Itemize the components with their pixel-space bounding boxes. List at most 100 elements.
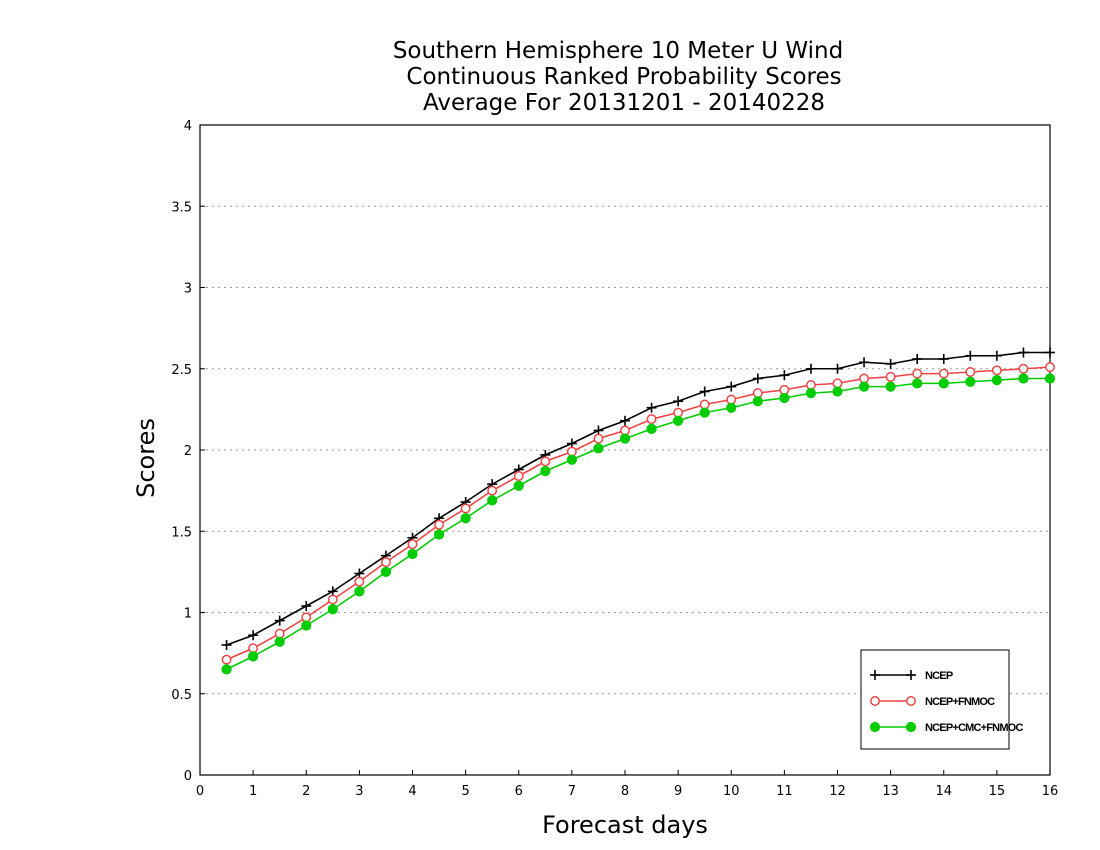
data-point bbox=[938, 354, 949, 364]
data-point bbox=[460, 503, 471, 514]
data-point bbox=[301, 620, 312, 631]
x-tick-label: 15 bbox=[989, 784, 1006, 799]
legend-entry: NCEP bbox=[870, 670, 954, 682]
data-point bbox=[407, 539, 418, 550]
data-point bbox=[248, 651, 259, 662]
data-point bbox=[673, 396, 684, 407]
x-tick-label: 5 bbox=[461, 784, 469, 799]
title-line-1: Southern Hemisphere 10 Meter U Wind bbox=[393, 38, 843, 64]
data-point bbox=[301, 612, 312, 623]
y-tick-label: 0.5 bbox=[171, 688, 192, 703]
x-axis-ticks: 0 1 2 3 4 5 6 7 8 9 10 11 12 13 14 15 16 bbox=[196, 770, 1058, 799]
data-point bbox=[619, 433, 631, 444]
data-point bbox=[354, 586, 365, 597]
data-point bbox=[380, 557, 391, 568]
data-point bbox=[327, 604, 338, 615]
data-point bbox=[885, 358, 896, 369]
data-point bbox=[726, 394, 737, 405]
data-point bbox=[513, 480, 524, 491]
data-point bbox=[380, 566, 392, 577]
data-point bbox=[699, 399, 710, 410]
data-point bbox=[327, 594, 338, 605]
legend-marker bbox=[906, 670, 916, 680]
data-point bbox=[779, 392, 790, 404]
data-point bbox=[752, 396, 763, 407]
data-point bbox=[832, 378, 843, 389]
series-layer bbox=[221, 347, 1056, 675]
data-point bbox=[487, 495, 498, 506]
chart-title: Southern Hemisphere 10 Meter U Wind Cont… bbox=[393, 38, 843, 116]
data-point bbox=[938, 378, 949, 389]
data-point bbox=[912, 354, 923, 364]
legend: NCEP NCEP+FNMOC NCEP+CMC+FNMOC bbox=[860, 649, 1024, 750]
x-tick-label: 7 bbox=[568, 784, 576, 799]
data-point bbox=[248, 630, 259, 641]
data-point bbox=[938, 368, 949, 379]
x-tick-label: 12 bbox=[829, 784, 846, 799]
x-tick-label: 11 bbox=[776, 784, 793, 799]
y-gridlines bbox=[200, 205, 1050, 695]
data-point bbox=[673, 407, 684, 418]
x-tick-label: 13 bbox=[882, 784, 899, 799]
data-point bbox=[991, 350, 1002, 361]
legend-marker bbox=[870, 670, 880, 680]
data-point bbox=[566, 446, 577, 457]
data-point bbox=[354, 576, 365, 587]
data-point bbox=[540, 456, 551, 467]
data-point bbox=[912, 378, 923, 389]
data-point bbox=[779, 370, 790, 381]
data-point bbox=[752, 373, 763, 384]
data-point bbox=[858, 381, 870, 392]
data-point bbox=[779, 384, 790, 395]
data-point bbox=[805, 388, 817, 399]
x-tick-label: 1 bbox=[249, 784, 257, 799]
data-point bbox=[407, 548, 418, 560]
legend-marker bbox=[905, 721, 917, 733]
x-axis-label: Forecast days bbox=[542, 811, 708, 839]
data-point bbox=[460, 513, 471, 524]
series-line bbox=[226, 377, 1050, 671]
data-point bbox=[301, 601, 312, 611]
data-point bbox=[885, 381, 896, 392]
x-tick-label: 14 bbox=[935, 784, 952, 799]
data-point bbox=[513, 471, 524, 481]
legend-marker bbox=[906, 696, 916, 706]
data-point bbox=[274, 628, 285, 639]
series-line bbox=[226, 351, 1050, 646]
data-point bbox=[566, 454, 577, 465]
data-point bbox=[832, 386, 843, 397]
data-point bbox=[885, 371, 896, 382]
x-tick-label: 8 bbox=[621, 784, 629, 799]
x-tick-label: 4 bbox=[408, 784, 416, 799]
data-point bbox=[487, 485, 498, 496]
series-1 bbox=[221, 362, 1055, 665]
data-point bbox=[593, 433, 604, 444]
data-point bbox=[699, 407, 710, 418]
data-point bbox=[620, 415, 630, 426]
legend-label: NCEP bbox=[925, 670, 953, 682]
y-tick-label: 2.5 bbox=[171, 363, 192, 378]
data-point bbox=[965, 376, 976, 387]
data-point bbox=[859, 373, 870, 384]
data-point bbox=[805, 380, 816, 390]
data-point bbox=[752, 388, 763, 399]
data-point bbox=[1045, 362, 1055, 373]
y-tick-label: 4 bbox=[184, 119, 192, 134]
x-tick-label: 0 bbox=[196, 784, 204, 799]
data-point bbox=[620, 425, 630, 436]
data-point bbox=[912, 368, 923, 379]
data-point bbox=[1018, 347, 1029, 358]
data-point bbox=[274, 615, 285, 626]
series-0 bbox=[221, 347, 1055, 650]
x-tick-label: 6 bbox=[515, 784, 523, 799]
y-tick-label: 1 bbox=[184, 607, 192, 622]
data-point bbox=[673, 415, 684, 426]
data-point bbox=[1018, 373, 1029, 384]
legend-entry: NCEP+CMC+FNMOC bbox=[869, 721, 1024, 734]
data-point bbox=[274, 636, 285, 647]
y-tick-label: 2 bbox=[184, 444, 192, 459]
y-tick-label: 1.5 bbox=[171, 525, 192, 540]
x-tick-label: 16 bbox=[1042, 784, 1059, 799]
series-2 bbox=[221, 373, 1056, 675]
